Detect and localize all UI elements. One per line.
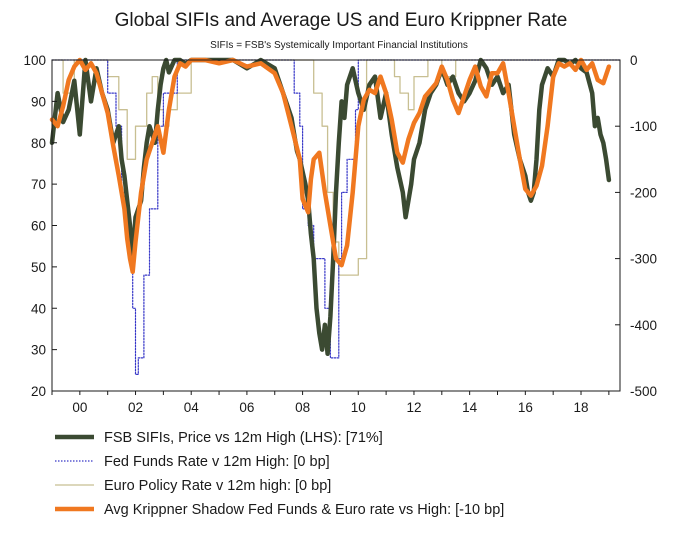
chart-subtitle: SIFIs = FSB's Systemically Important Fin… — [210, 40, 468, 51]
x-tick-label: 06 — [239, 400, 254, 415]
legend: FSB SIFIs, Price vs 12m High (LHS): [71%… — [55, 430, 504, 518]
x-tick-label: 12 — [406, 400, 421, 415]
right-tick-label: -400 — [630, 318, 657, 333]
left-tick-label: 50 — [31, 260, 46, 275]
krippner-line — [49, 57, 612, 275]
axis-layer: 2030405060708090100-500-400-300-200-1000… — [23, 53, 657, 415]
right-tick-label: 0 — [630, 53, 638, 68]
chart-title: Global SIFIs and Average US and Euro Kri… — [115, 10, 568, 31]
legend-item-krippner-label: Avg Krippner Shadow Fed Funds & Euro rat… — [104, 502, 504, 518]
x-tick-label: 04 — [184, 400, 200, 415]
legend-item-fed-funds-label: Fed Funds Rate v 12m High: [0 bp] — [104, 454, 330, 470]
x-tick-label: 10 — [351, 400, 366, 415]
left-tick-label: 70 — [31, 177, 46, 192]
right-tick-label: -300 — [630, 252, 657, 267]
left-tick-label: 80 — [31, 136, 46, 151]
right-tick-label: -200 — [630, 185, 657, 200]
left-tick-label: 90 — [31, 94, 46, 109]
x-tick-label: 16 — [518, 400, 533, 415]
x-tick-label: 14 — [462, 400, 478, 415]
x-tick-label: 08 — [295, 400, 310, 415]
left-tick-label: 30 — [31, 343, 46, 358]
left-tick-label: 40 — [31, 301, 46, 316]
right-tick-label: -500 — [630, 384, 657, 399]
x-tick-label: 18 — [574, 400, 589, 415]
right-tick-label: -100 — [630, 119, 657, 134]
legend-item-euro-policy-label: Euro Policy Rate v 12m high: [0 bp] — [104, 478, 331, 494]
legend-item-sifi-label: FSB SIFIs, Price vs 12m High (LHS): [71%… — [104, 430, 383, 446]
left-tick-label: 60 — [31, 219, 46, 234]
series-layer — [49, 57, 621, 375]
left-tick-label: 100 — [23, 53, 46, 68]
left-tick-label: 20 — [31, 384, 46, 399]
x-tick-label: 00 — [72, 400, 87, 415]
x-tick-label: 02 — [128, 400, 143, 415]
